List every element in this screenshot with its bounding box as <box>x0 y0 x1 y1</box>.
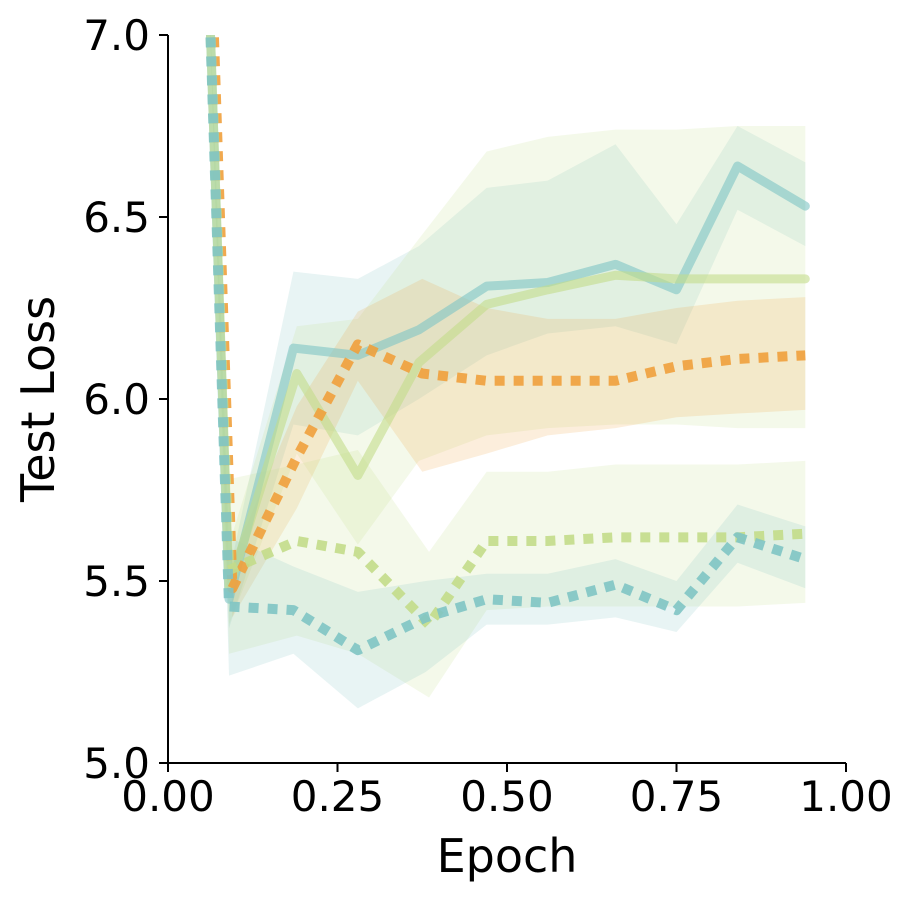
band-green-dotted <box>210 35 806 698</box>
band-orange-dotted <box>213 35 806 618</box>
x-tick-label-1: 0.25 <box>291 772 385 821</box>
y-tick-label-2: 6.0 <box>83 375 150 424</box>
confidence-bands <box>210 35 806 709</box>
y-tick-label-0: 5.0 <box>83 739 150 788</box>
series-line-teal-solid <box>205 35 810 604</box>
series-line-orange-dotted <box>208 35 806 594</box>
series-line-teal-dotted <box>205 35 807 656</box>
band-teal-dotted <box>210 35 806 709</box>
y-tick-label-1: 5.5 <box>83 557 150 606</box>
x-tick-label-3: 0.75 <box>630 772 724 821</box>
series-lines <box>205 35 810 656</box>
y-tick-label-3: 6.5 <box>83 193 150 242</box>
x-tick-label-2: 0.50 <box>460 772 554 821</box>
series-line-green-solid <box>206 35 810 593</box>
x-tick-label-4: 1.00 <box>799 772 893 821</box>
band-teal-solid <box>210 35 806 629</box>
y-tick-label-4: 7.0 <box>83 11 150 60</box>
x-axis-label: Epoch <box>437 829 578 883</box>
x-tick-label-0: 0.00 <box>121 772 215 821</box>
y-axis-label: Test Loss <box>11 296 65 503</box>
axis-ticks: 0.00 0.25 0.50 0.75 1.00 5.0 5.5 6.0 6.5 7.0 <box>83 11 893 821</box>
